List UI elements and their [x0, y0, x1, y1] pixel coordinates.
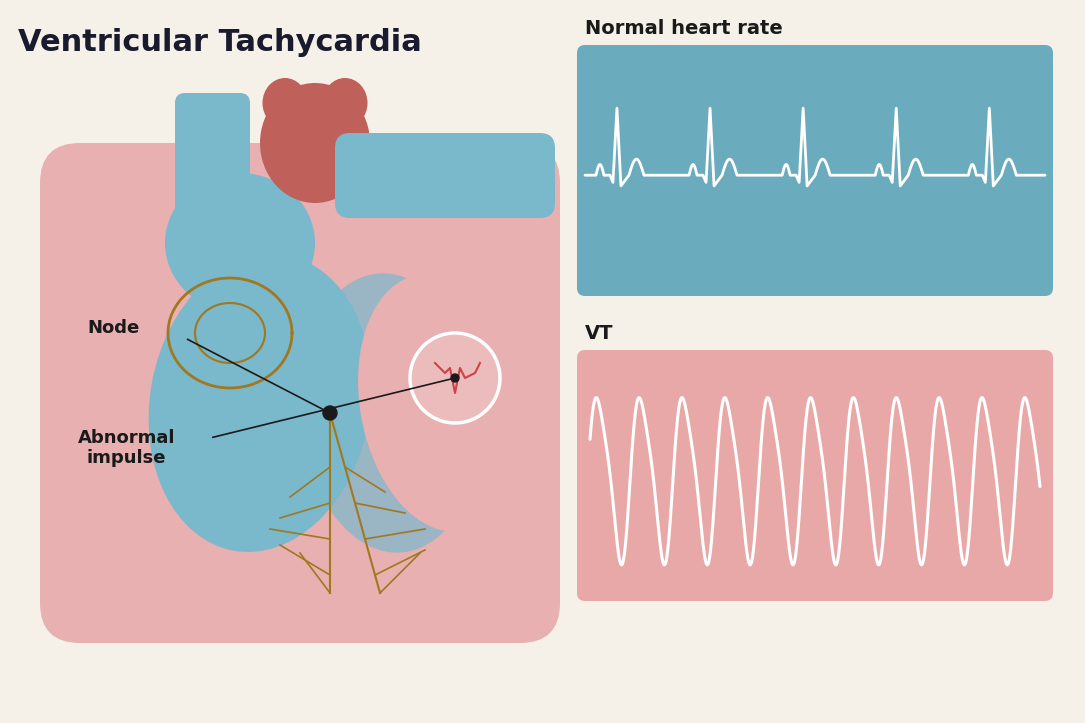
Ellipse shape	[263, 78, 307, 128]
FancyBboxPatch shape	[175, 93, 250, 223]
Circle shape	[451, 374, 459, 382]
Ellipse shape	[165, 173, 315, 313]
Text: Abnormal
impulse: Abnormal impulse	[77, 429, 175, 467]
Text: Normal heart rate: Normal heart rate	[585, 19, 782, 38]
Circle shape	[323, 406, 337, 420]
FancyBboxPatch shape	[40, 143, 560, 643]
FancyBboxPatch shape	[577, 45, 1054, 296]
Ellipse shape	[260, 83, 370, 203]
Text: Ventricular Tachycardia: Ventricular Tachycardia	[18, 28, 422, 57]
FancyBboxPatch shape	[577, 350, 1054, 601]
Text: VT: VT	[585, 324, 613, 343]
Circle shape	[411, 334, 499, 422]
Ellipse shape	[358, 274, 522, 532]
Ellipse shape	[149, 254, 371, 552]
Ellipse shape	[322, 78, 368, 128]
Text: Node: Node	[88, 319, 140, 337]
FancyBboxPatch shape	[335, 133, 556, 218]
Ellipse shape	[299, 273, 481, 552]
